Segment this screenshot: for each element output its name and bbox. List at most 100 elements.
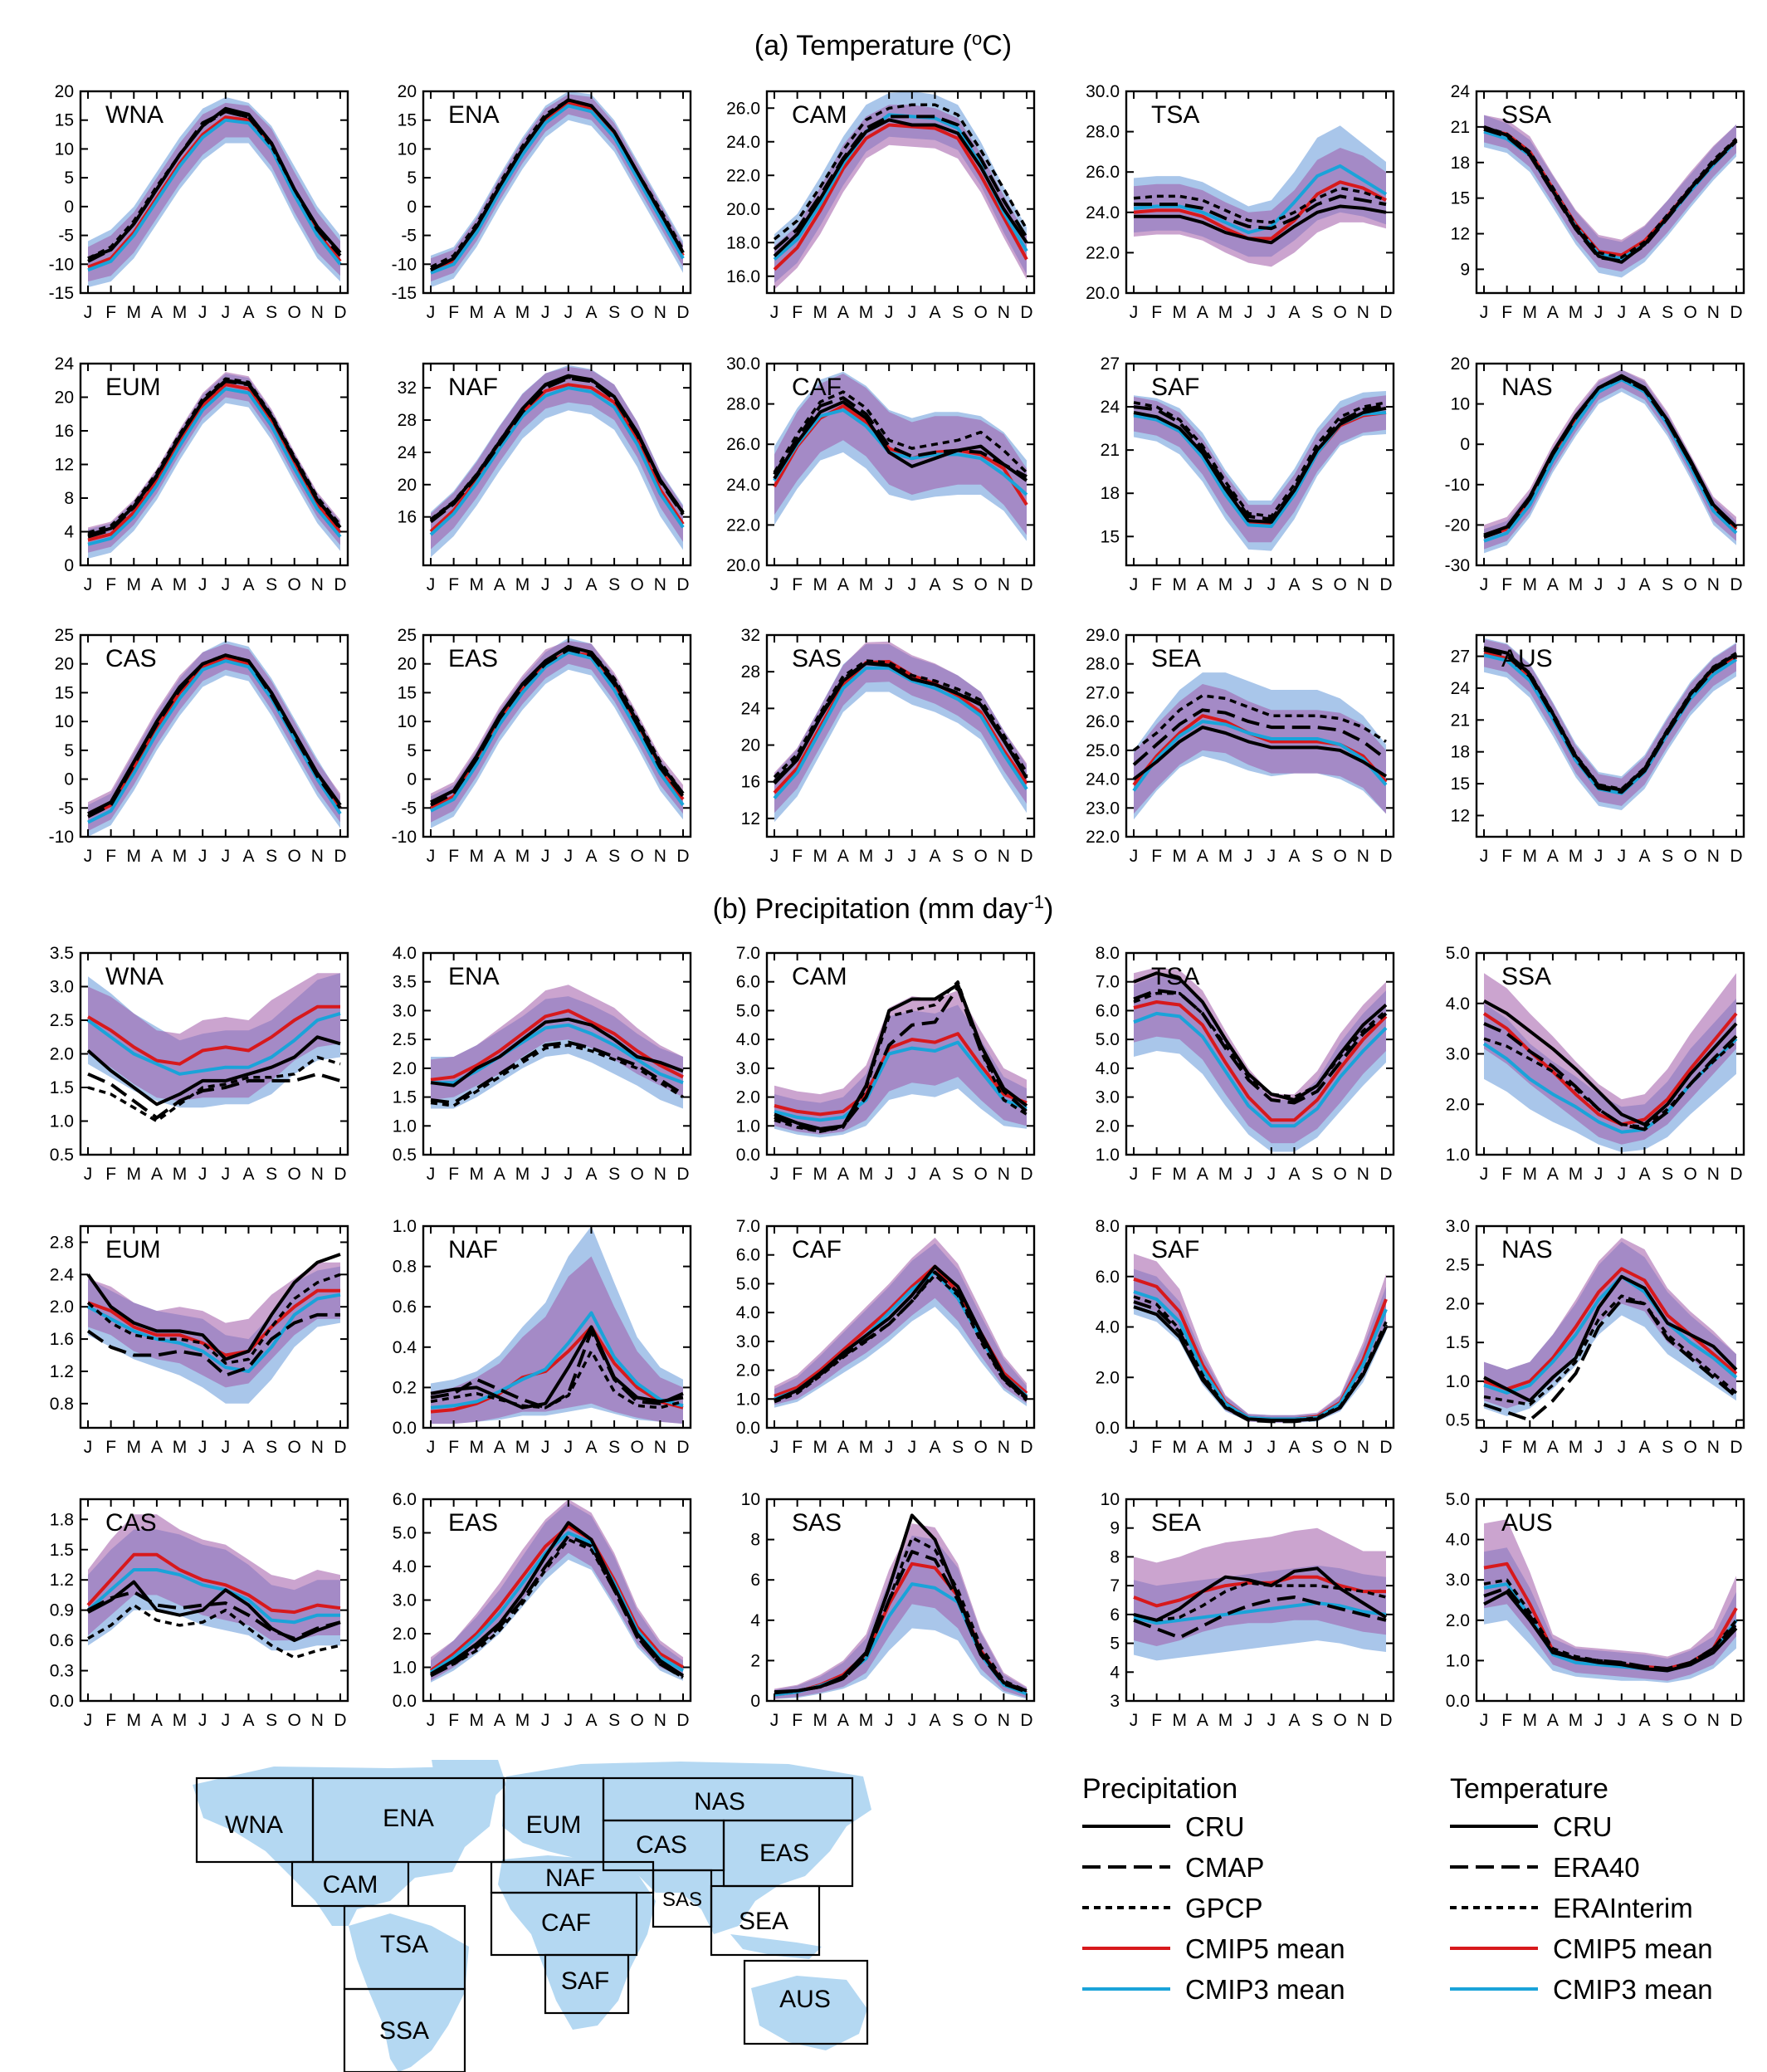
series-line-erainterim-temp-eas bbox=[430, 645, 685, 804]
x-tick-label-prec-naf-9: O bbox=[631, 1438, 644, 1457]
x-tick-label-temp-cas-11: D bbox=[334, 847, 346, 866]
map-label-saf: SAF bbox=[561, 1967, 609, 1995]
legend-precip-item-label-0: CRU bbox=[1185, 1811, 1245, 1842]
x-tick-label-temp-cas-8: S bbox=[266, 847, 277, 866]
x-tick-label-temp-naf-7: A bbox=[585, 575, 597, 594]
y-tick-label-temp-wna-6: 15 bbox=[55, 111, 74, 130]
x-tick-label-prec-ena-9: O bbox=[631, 1165, 644, 1184]
x-tick-label-prec-sas-0: J bbox=[770, 1711, 779, 1730]
legend-temp-item-label-1: ERA40 bbox=[1553, 1852, 1640, 1883]
x-tick-label-prec-wna-9: O bbox=[288, 1165, 301, 1184]
x-tick-label-prec-nas-6: J bbox=[1618, 1438, 1627, 1457]
x-tick-label-prec-saf-4: M bbox=[1218, 1438, 1233, 1457]
series-line-era40-temp-naf bbox=[429, 376, 685, 524]
y-tick-label-temp-cas-7: 25 bbox=[55, 626, 74, 645]
panel-frame-temp-ssa bbox=[1475, 90, 1745, 295]
x-tick-label-temp-eum-7: A bbox=[242, 575, 254, 594]
x-tick-label-prec-sas-2: M bbox=[813, 1711, 828, 1730]
x-tick-label-prec-aus-10: N bbox=[1707, 1711, 1720, 1730]
panel-plot-area-temp-wna bbox=[87, 96, 342, 288]
panel-plot-area-prec-saf bbox=[1133, 1253, 1388, 1424]
y-tick-label-prec-sas-4: 8 bbox=[750, 1531, 760, 1550]
series-line-era40-temp-eum bbox=[87, 379, 342, 539]
x-tick-label-prec-cas-6: J bbox=[222, 1711, 231, 1730]
series-line-cmip5-mean-prec-naf bbox=[430, 1325, 684, 1414]
x-tick-label-temp-saf-4: M bbox=[1218, 575, 1233, 594]
region-label-prec-eum: EUM bbox=[105, 1236, 161, 1263]
region-label-temp-cam: CAM bbox=[792, 101, 847, 129]
y-tick-label-prec-cam-6: 6.0 bbox=[736, 973, 760, 992]
x-tick-label-temp-wna-6: J bbox=[222, 303, 231, 322]
y-tick-label-temp-wna-7: 20 bbox=[55, 82, 74, 101]
panel-plot-area-prec-naf bbox=[430, 1226, 684, 1424]
map-label-sas: SAS bbox=[662, 1889, 702, 1911]
x-tick-label-temp-sea-8: S bbox=[1311, 847, 1323, 866]
x-tick-label-temp-eum-8: S bbox=[266, 575, 277, 594]
series-line-erainterim-temp-tsa bbox=[1133, 186, 1387, 224]
panel-frame-prec-sas bbox=[765, 1498, 1036, 1703]
region-label-temp-eum: EUM bbox=[105, 374, 161, 401]
x-tick-label-prec-nas-4: M bbox=[1569, 1438, 1584, 1457]
x-tick-label-prec-ssa-2: M bbox=[1523, 1165, 1538, 1184]
series-line-cmip3-mean-temp-tsa bbox=[1133, 164, 1388, 235]
y-tick-label-temp-sea-0: 22.0 bbox=[1086, 828, 1120, 847]
series-line-cmap-prec-sea bbox=[1133, 1596, 1387, 1640]
panel-frame-prec-cam bbox=[765, 951, 1036, 1156]
x-tick-label-temp-saf-1: F bbox=[1151, 575, 1162, 594]
y-tick-label-prec-ssa-2: 3.0 bbox=[1446, 1045, 1470, 1064]
map-region-boxes bbox=[195, 1776, 869, 2072]
panel-frame-prec-ena bbox=[422, 951, 692, 1156]
x-tick-label-prec-ena-2: M bbox=[470, 1165, 485, 1184]
y-tick-label-prec-cam-0: 0.0 bbox=[736, 1146, 760, 1165]
y-tick-label-temp-cam-2: 20.0 bbox=[726, 200, 760, 219]
y-tick-label-temp-naf-2: 24 bbox=[398, 443, 417, 462]
x-tick-label-temp-eum-4: M bbox=[173, 575, 188, 594]
y-tick-label-temp-cas-6: 20 bbox=[55, 655, 74, 674]
series-line-erainterim-temp-saf bbox=[1133, 401, 1387, 518]
x-tick-label-prec-ena-6: J bbox=[564, 1165, 574, 1184]
x-tick-label-temp-caf-7: A bbox=[929, 575, 940, 594]
y-tick-label-temp-tsa-5: 30.0 bbox=[1086, 82, 1120, 101]
x-tick-label-temp-cam-8: S bbox=[952, 303, 964, 322]
series-line-cmip3-mean-prec-cas bbox=[86, 1568, 340, 1625]
x-tick-label-temp-saf-3: A bbox=[1197, 575, 1208, 594]
y-tick-label-prec-wna-3: 2.0 bbox=[50, 1045, 74, 1064]
y-tick-label-temp-ssa-0: 9 bbox=[1460, 260, 1470, 279]
x-tick-label-temp-aus-4: M bbox=[1569, 847, 1584, 866]
panel-plot-area-temp-naf bbox=[429, 364, 685, 558]
y-tick-label-prec-ena-6: 3.5 bbox=[393, 973, 417, 992]
legend-precip-item-label-3: CMIP5 mean bbox=[1185, 1933, 1345, 1964]
y-tick-label-prec-eum-2: 1.6 bbox=[50, 1330, 74, 1349]
x-tick-label-temp-eum-1: F bbox=[105, 575, 116, 594]
y-tick-label-temp-caf-1: 22.0 bbox=[726, 516, 760, 535]
x-tick-label-prec-wna-2: M bbox=[127, 1165, 142, 1184]
x-tick-label-temp-aus-5: J bbox=[1594, 847, 1603, 866]
x-tick-label-temp-saf-2: M bbox=[1173, 575, 1188, 594]
x-tick-label-prec-sea-11: D bbox=[1379, 1711, 1392, 1730]
y-tick-label-prec-naf-1: 0.2 bbox=[393, 1378, 417, 1397]
panel-prec-eum: J F M A M J J A S O N D0.81.21.62.02.42.8 EUM bbox=[50, 1224, 349, 1457]
y-tick-label-temp-cas-3: 5 bbox=[64, 741, 74, 760]
series-line-cru-prec-cam bbox=[774, 983, 1028, 1131]
map-label-aus: AUS bbox=[779, 1986, 831, 2013]
x-tick-label-temp-wna-2: M bbox=[127, 303, 142, 322]
y-tick-label-temp-saf-1: 18 bbox=[1101, 484, 1120, 503]
series-line-era40-temp-tsa bbox=[1134, 194, 1387, 231]
x-tick-label-prec-nas-7: A bbox=[1638, 1438, 1650, 1457]
series-line-cru-prec-cas bbox=[87, 1580, 341, 1643]
region-label-prec-aus: AUS bbox=[1501, 1509, 1553, 1537]
series-line-cmip5-mean-prec-cas bbox=[86, 1552, 341, 1615]
x-tick-label-prec-eum-5: J bbox=[198, 1438, 207, 1457]
x-tick-label-temp-cam-11: D bbox=[1020, 303, 1032, 322]
x-tick-label-temp-ena-9: O bbox=[631, 303, 644, 322]
x-tick-label-prec-sas-10: N bbox=[998, 1711, 1010, 1730]
x-tick-label-temp-wna-10: N bbox=[311, 303, 324, 322]
x-tick-label-temp-cam-4: M bbox=[859, 303, 874, 322]
x-tick-label-prec-aus-2: M bbox=[1523, 1711, 1538, 1730]
y-tick-label-prec-ena-4: 2.5 bbox=[393, 1030, 417, 1049]
x-tick-label-prec-tsa-8: S bbox=[1311, 1165, 1323, 1184]
y-tick-label-temp-ena-1: -10 bbox=[392, 255, 417, 274]
